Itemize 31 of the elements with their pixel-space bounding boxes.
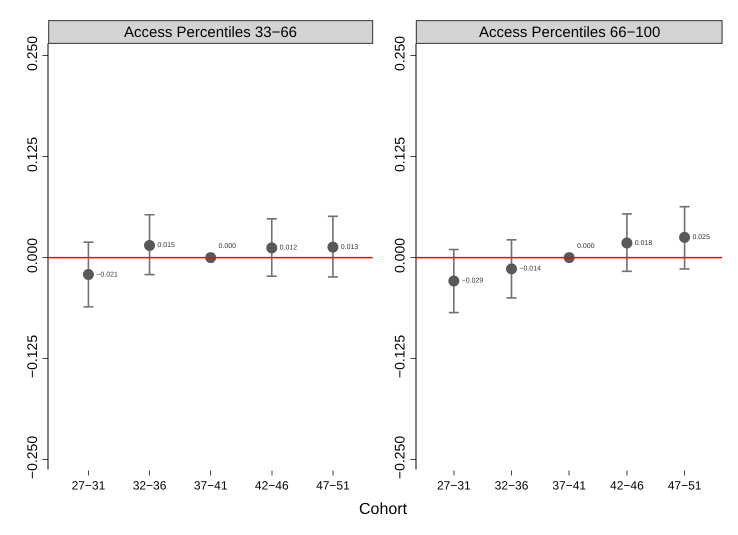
y-tick-label: 0.000 — [392, 238, 408, 273]
x-tick-label: 42−46 — [254, 478, 289, 493]
x-tick-label: 42−46 — [610, 478, 644, 493]
y-tick-label: 0.125 — [24, 136, 40, 172]
point — [327, 242, 338, 253]
x-tick-label: 37−41 — [552, 478, 586, 493]
x-tick-label: 37−41 — [194, 478, 228, 493]
point — [679, 232, 690, 243]
y-tick-label: 0.250 — [24, 36, 40, 71]
x-tick-label: 47−51 — [668, 478, 702, 493]
y-tick-label: −0.125 — [24, 334, 40, 378]
point — [144, 240, 156, 251]
y-tick-label: −0.250 — [392, 436, 408, 480]
x-tick-label: 47−51 — [316, 478, 350, 493]
y-tick-label: −0.125 — [392, 334, 408, 378]
x-tick-label: 27−31 — [436, 478, 471, 493]
chart-title: Access Percentiles 66−100 — [479, 24, 660, 41]
y-tick-label: 0.000 — [24, 238, 40, 273]
y-tick-label: −0.250 — [24, 436, 40, 480]
chart-title: Access Percentiles 33−66 — [124, 24, 298, 41]
x-axis-title: Cohort — [359, 501, 408, 518]
x-tick-label: 32−36 — [132, 478, 167, 493]
y-tick-label: 0.250 — [392, 36, 408, 71]
point — [621, 238, 632, 249]
point — [448, 276, 460, 287]
point — [82, 269, 94, 280]
y-tick-label: 0.125 — [392, 136, 408, 172]
x-tick-label: 27−31 — [72, 478, 106, 493]
x-tick-label: 32−36 — [494, 478, 529, 493]
point — [506, 263, 518, 274]
point — [266, 242, 278, 254]
